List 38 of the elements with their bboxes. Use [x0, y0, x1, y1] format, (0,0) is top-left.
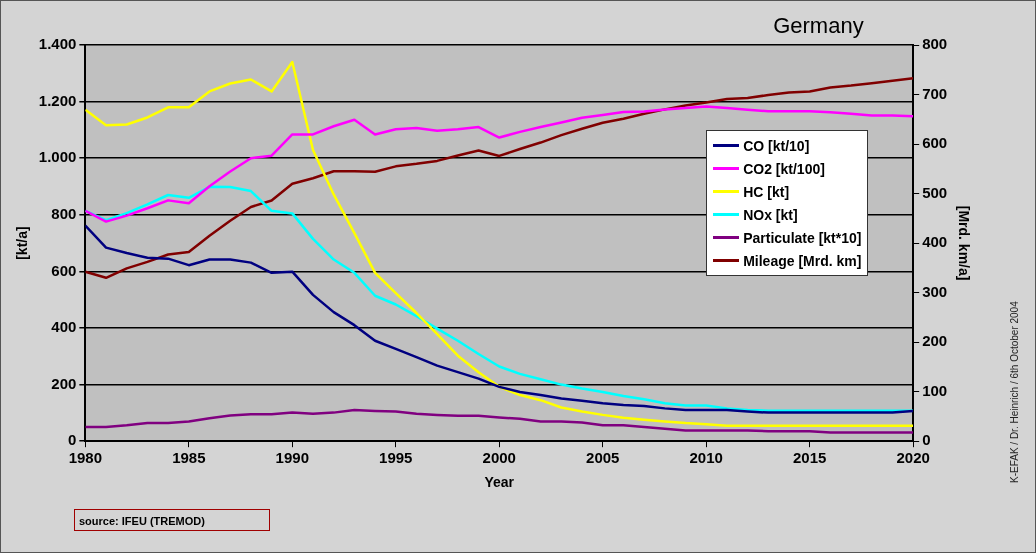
- legend-label: Mileage [Mrd. km]: [743, 252, 862, 269]
- y2-tick-label: 800: [922, 35, 948, 53]
- x-tick-label: 1980: [68, 449, 103, 467]
- source-note: source: IFEU (TREMOD): [74, 509, 270, 531]
- x-tick-label: 1990: [275, 449, 309, 467]
- legend-label: CO [kt/10]: [743, 137, 810, 154]
- x-tick-label: 2020: [896, 449, 930, 467]
- chart-title: Germany: [773, 13, 864, 39]
- y2-tick-label: 500: [922, 183, 948, 201]
- x-tick-label: 2000: [482, 449, 516, 467]
- y-tick-label: 800: [51, 204, 77, 222]
- y-tick-label: 1.200: [38, 91, 77, 109]
- text: K-EFAK / Dr. Heinrich / 6th October 2004: [1009, 301, 1020, 483]
- x-tick-label: 1995: [379, 449, 413, 467]
- legend-label: HC [kt]: [743, 183, 790, 200]
- x-tick-label: 2005: [586, 449, 620, 467]
- y-tick-label: 200: [51, 374, 77, 392]
- x-tick-label: 2015: [793, 449, 827, 467]
- y2-tick-label: 600: [922, 134, 948, 152]
- y-tick-label: 400: [51, 318, 77, 336]
- y2-tick-label: 700: [922, 84, 948, 102]
- y2-tick-label: 0: [922, 431, 931, 449]
- legend-label: Particulate [kt*10]: [743, 229, 862, 246]
- x-tick-label: 2010: [689, 449, 723, 467]
- x-tick-label: 1985: [172, 449, 206, 467]
- y2-tick-label: 400: [922, 233, 948, 251]
- y2-tick-label: 300: [922, 282, 948, 300]
- y-axis-title: [kt/a]: [14, 226, 31, 260]
- y2-axis-title: [Mrd. km/a]: [955, 205, 972, 281]
- legend-label: CO2 [kt/100]: [743, 160, 825, 177]
- y-tick-label: 1.000: [38, 148, 77, 166]
- y-tick-label: 1.400: [38, 35, 77, 53]
- legend-label: NOx [kt]: [743, 206, 798, 223]
- y2-tick-label: 200: [922, 332, 948, 350]
- y-tick-label: 0: [67, 431, 77, 449]
- x-axis-title: Year: [484, 474, 515, 491]
- y2-tick-label: 100: [922, 381, 948, 399]
- y-tick-label: 600: [51, 261, 77, 279]
